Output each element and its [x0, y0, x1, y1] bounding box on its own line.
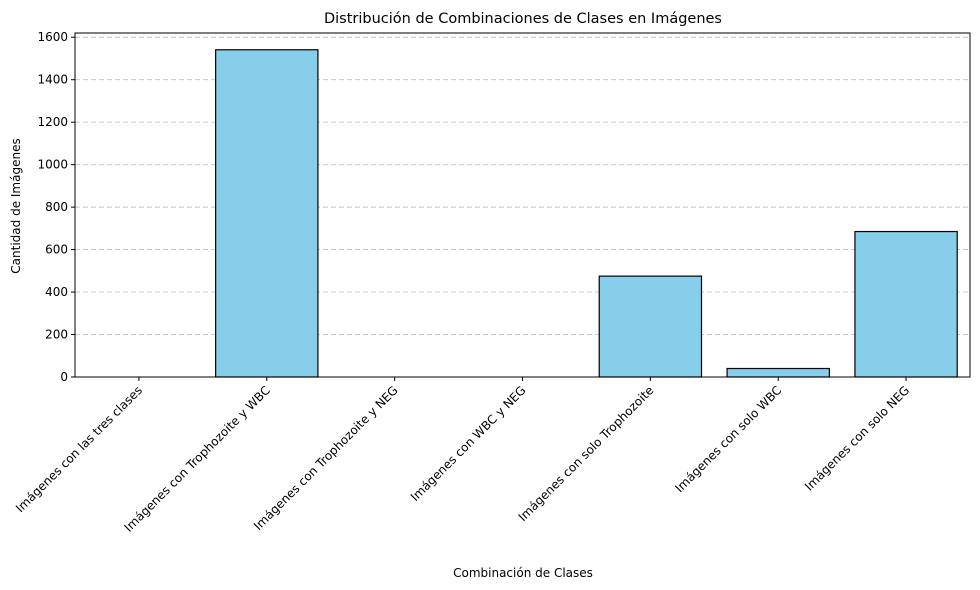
- y-tick-label: 1000: [37, 158, 68, 172]
- bar: [215, 49, 319, 378]
- y-tick-label: 800: [45, 200, 68, 214]
- grid-layer: [75, 36, 970, 378]
- y-tick-label: 1200: [37, 115, 68, 129]
- y-tick-label: 1400: [37, 73, 68, 87]
- bar: [726, 367, 830, 378]
- bar: [598, 275, 703, 378]
- x-tick-label: Imágenes con Trophozoite y NEG: [251, 383, 401, 533]
- y-tick-label: 0: [60, 370, 68, 384]
- y-tick-label: 400: [45, 285, 68, 299]
- y-axis-label: Cantidad de Imágenes: [9, 138, 23, 273]
- x-tick-label: Imágenes con solo NEG: [802, 383, 912, 493]
- chart-title: Distribución de Combinaciones de Clases …: [324, 11, 722, 27]
- x-tick-label: Imágenes con las tres clases: [13, 383, 145, 515]
- y-tick-label: 600: [45, 243, 68, 257]
- x-axis-label: Combinación de Clases: [453, 566, 593, 580]
- y-tick-label: 1600: [37, 30, 68, 44]
- x-tick-label: Imágenes con solo Trophozoite: [516, 383, 657, 524]
- y-tick-label: 200: [45, 328, 68, 342]
- x-tick-label: Imágenes con Trophozoite y WBC: [121, 383, 272, 534]
- bar-layer: [215, 49, 958, 378]
- bar: [854, 230, 958, 378]
- x-tick-label: Imágenes con solo WBC: [672, 383, 784, 495]
- x-tick-label: Imágenes con WBC y NEG: [408, 383, 529, 504]
- plot-frame: [74, 32, 971, 378]
- axis-layer: 0 200 400 600 800 1000 1200 1400 1600 Imágenes co…: [13, 30, 971, 535]
